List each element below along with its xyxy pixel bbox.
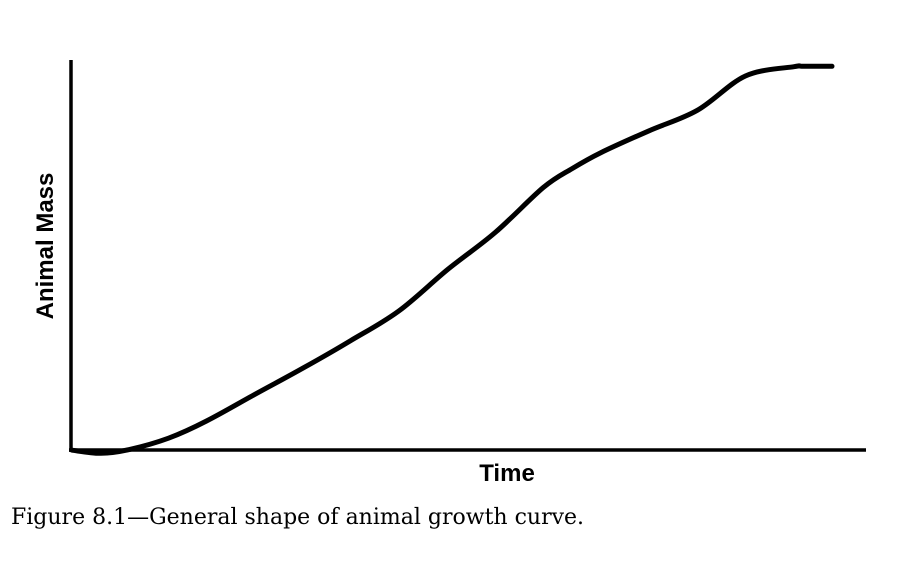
x-axis-title: Time xyxy=(479,460,535,487)
figure-caption: Figure 8.1—General shape of animal growt… xyxy=(11,505,585,530)
series-line-growth xyxy=(69,63,835,456)
y-axis-title: Animal Mass xyxy=(32,173,59,320)
